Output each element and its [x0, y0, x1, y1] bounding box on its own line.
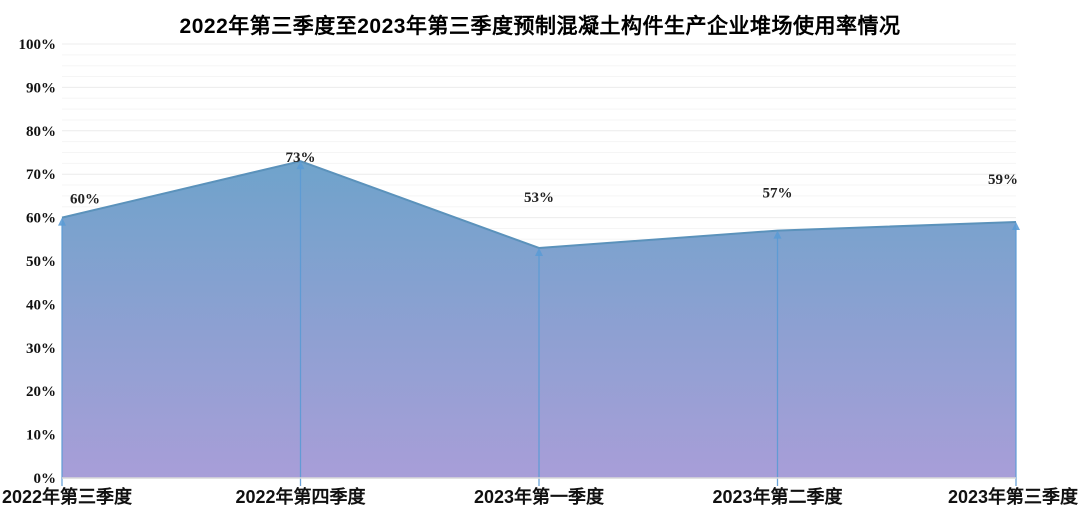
y-axis-tick-label: 10%	[26, 428, 56, 444]
y-axis-tick-label: 0%	[34, 471, 57, 487]
data-point-label: 73%	[286, 150, 316, 166]
y-axis-tick-label: 90%	[26, 80, 56, 96]
y-axis-tick-label: 50%	[26, 254, 56, 270]
x-axis-category-label: 2022年第四季度	[235, 486, 366, 507]
y-axis-tick-label: 70%	[26, 167, 56, 183]
drop-line-arrow	[1012, 221, 1020, 230]
drop-line-arrow	[58, 217, 66, 226]
data-point-label: 57%	[763, 186, 793, 202]
chart-title: 2022年第三季度至2023年第三季度预制混凝土构件生产企业堆场使用率情况	[179, 15, 901, 38]
y-axis-tick-label: 100%	[19, 37, 57, 53]
y-axis-tick-label: 40%	[26, 297, 56, 313]
drop-line-arrow	[296, 161, 305, 170]
drop-line-arrow	[535, 247, 543, 256]
drop-line-arrow	[773, 230, 782, 239]
data-point-label: 59%	[988, 172, 1018, 188]
y-axis-tick-label: 80%	[26, 124, 56, 140]
data-point-label: 53%	[524, 190, 554, 206]
data-point-label: 60%	[70, 192, 100, 208]
y-axis-tick-label: 20%	[26, 384, 56, 400]
x-axis-category-label: 2022年第三季度	[2, 486, 133, 507]
x-axis-category-label: 2023年第三季度	[948, 486, 1079, 507]
x-axis-category-label: 2023年第二季度	[712, 486, 843, 507]
y-axis-tick-label: 60%	[26, 211, 56, 227]
x-axis-category-label: 2023年第一季度	[474, 486, 605, 507]
y-axis-tick-label: 30%	[26, 341, 56, 357]
